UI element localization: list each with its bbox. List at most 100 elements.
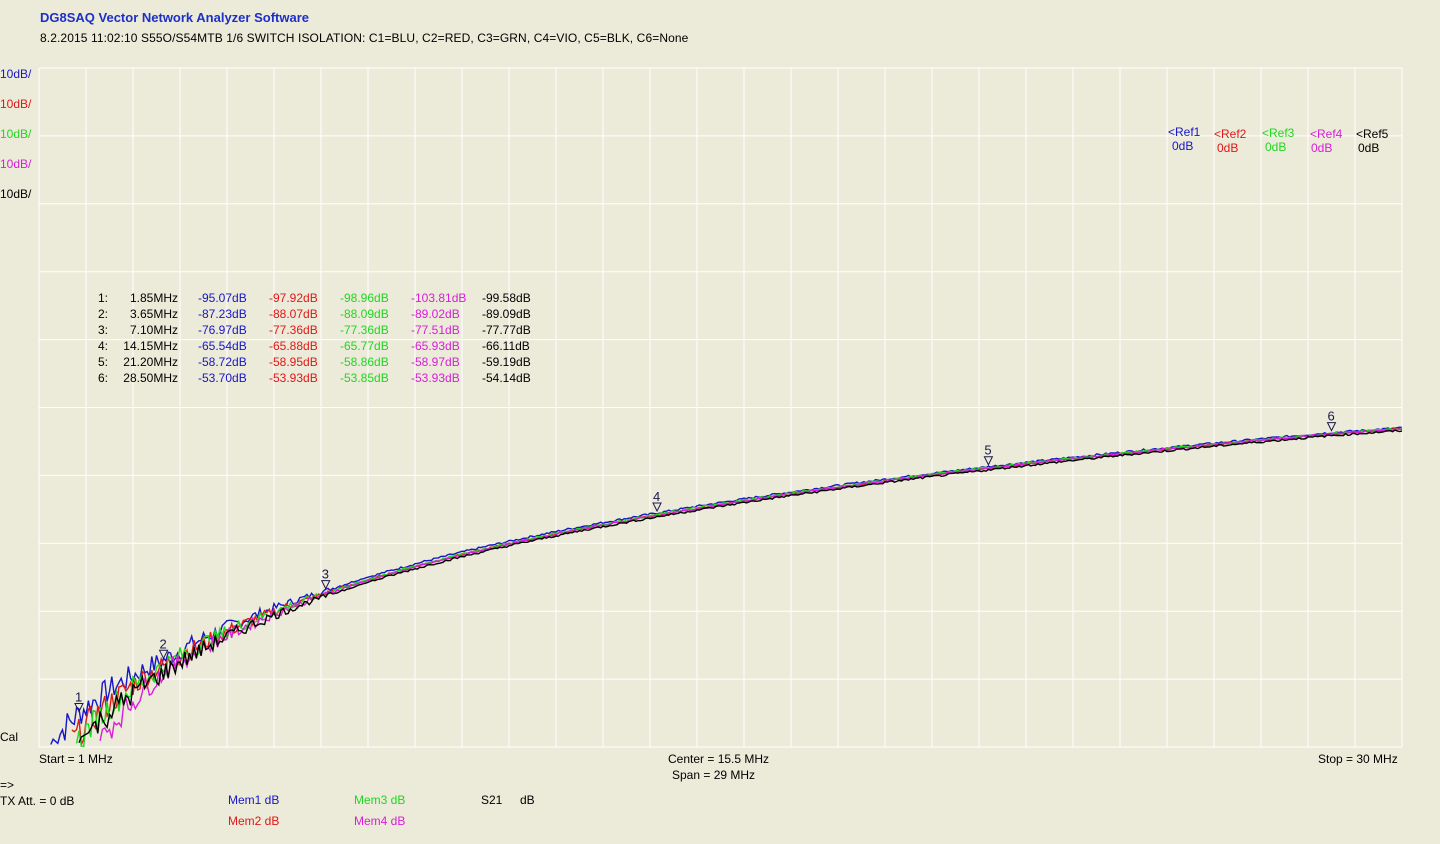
scale-label-c2: 10dB/ [0,97,32,111]
marker-value-c3: -77.36dB [340,323,389,337]
trace-c3 [75,427,1403,748]
marker-value-c3: -53.85dB [340,371,389,385]
marker-value-c2: -77.36dB [269,323,318,337]
marker-4-triangle [652,502,662,513]
marker-value-c3: -98.96dB [340,291,389,305]
marker-row-6: 6: 28.50MHz -53.70dB -53.93dB -53.85dB -53.93… [98,370,553,386]
chart-markers: 1 2 3 4 5 6 [74,409,1337,713]
marker-table: 1: 1.85MHz -95.07dB -97.92dB -98.96dB -103.81… [98,290,553,386]
stop-freq-label: Stop = 30 MHz [1318,752,1398,766]
marker-id: 1: [98,291,109,305]
marker-1-triangle [74,703,84,713]
cal-label: Cal [0,730,19,744]
trace-c2 [71,427,1403,748]
marker-value-c5: -77.77dB [482,323,531,337]
scale-label-c4: 10dB/ [0,157,32,171]
marker-value-c4: -103.81dB [411,291,467,305]
marker-2-label: 2 [160,636,167,651]
ref3-value: 0dB [1265,140,1287,154]
chart-traces [50,426,1403,748]
marker-3-triangle [320,580,331,590]
ref5-value: 0dB [1358,141,1380,155]
marker-value-c1: -76.97dB [198,323,247,337]
chart-grid [38,67,1403,748]
center-freq-label: Center = 15.5 MHz [668,752,770,766]
marker-3-label: 3 [322,567,329,582]
s21-unit: dB [520,793,535,807]
marker-2-triangle [158,649,169,660]
marker-value-c4: -58.97dB [411,355,460,369]
mem4-label[interactable]: Mem4 dB [354,814,406,828]
marker-id: 2: [98,307,109,321]
marker-freq: 28.50MHz [123,371,178,385]
marker-value-c1: -95.07dB [198,291,247,305]
span-label: Span = 29 MHz [672,768,756,782]
mem2-label[interactable]: Mem2 dB [228,814,280,828]
ref1-value: 0dB [1172,139,1194,153]
start-freq-label: Start = 1 MHz [39,752,113,766]
ref3-label: <Ref3 0dB [1262,126,1294,154]
marker-value-c3: -88.09dB [340,307,389,321]
ref5-name: <Ref5 [1356,127,1389,141]
marker-value-c3: -65.77dB [340,339,389,353]
scale-label-c5: 10dB/ [0,187,32,201]
marker-value-c5: -89.09dB [482,307,531,321]
marker-freq: 14.15MHz [123,339,178,353]
mem1-label[interactable]: Mem1 dB [228,793,280,807]
marker-value-c5: -59.19dB [482,355,531,369]
marker-value-c2: -97.92dB [269,291,318,305]
prompt-arrow: => [0,778,15,792]
scale-label-c1: 10dB/ [0,67,32,81]
measurement-subtitle: 8.2.2015 11:02:10 S55O/S54MTB 1/6 SWITCH… [40,31,689,45]
ref3-name: <Ref3 [1262,126,1295,140]
ref4-value: 0dB [1311,141,1333,155]
marker-value-c2: -58.95dB [269,355,318,369]
marker-row-1: 1: 1.85MHz -95.07dB -97.92dB -98.96dB -103.81… [98,290,553,306]
marker-value-c5: -66.11dB [482,339,530,353]
marker-value-c1: -53.70dB [198,371,247,385]
marker-6-label: 6 [1328,409,1335,424]
tx-attenuation[interactable]: TX Att. = 0 dB [0,794,75,808]
marker-value-c1: -65.54dB [198,339,247,353]
marker-5-label: 5 [984,443,991,458]
marker-6-triangle [1326,422,1337,432]
marker-4-label: 4 [653,489,660,504]
marker-5-triangle [983,456,994,466]
marker-freq: 21.20MHz [123,355,178,369]
marker-1-label: 1 [75,690,82,705]
ref2-value: 0dB [1217,141,1239,155]
ref5-label: <Ref5 0dB [1356,127,1388,155]
marker-value-c4: -77.51dB [411,323,460,337]
marker-value-c2: -53.93dB [269,371,318,385]
marker-value-c2: -65.88dB [269,339,318,353]
ref1-name: <Ref1 [1168,125,1201,139]
marker-row-3: 3: 7.10MHz -76.97dB -77.36dB -77.36dB -77.51d… [98,322,553,338]
marker-freq: 1.85MHz [129,291,178,305]
ref2-label: <Ref2 0dB [1214,127,1246,155]
app-title: DG8SAQ Vector Network Analyzer Software [40,10,309,25]
marker-value-c4: -53.93dB [411,371,460,385]
ref4-label: <Ref4 0dB [1310,127,1342,155]
ref1-label: <Ref1 0dB [1168,125,1200,153]
marker-id: 4: [98,339,109,353]
marker-value-c5: -99.58dB [482,291,531,305]
marker-row-2: 2: 3.65MHz -87.23dB -88.07dB -88.09dB -89.02d… [98,306,553,322]
scale-label-c3: 10dB/ [0,127,32,141]
trace-c1 [50,426,1403,745]
marker-value-c4: -89.02dB [411,307,460,321]
marker-value-c5: -54.14dB [482,371,531,385]
marker-id: 3: [98,323,109,337]
marker-value-c3: -58.86dB [340,355,389,369]
ref4-name: <Ref4 [1310,127,1343,141]
marker-value-c1: -87.23dB [198,307,247,321]
marker-id: 5: [98,355,109,369]
marker-value-c2: -88.07dB [269,307,318,321]
marker-value-c4: -65.93dB [411,339,460,353]
marker-row-5: 5: 21.20MHz -58.72dB -58.95dB -58.86dB -58.97… [98,354,553,370]
trace-c5 [78,429,1403,743]
s21-label[interactable]: S21 [481,793,503,807]
marker-value-c1: -58.72dB [198,355,247,369]
mem3-label[interactable]: Mem3 dB [354,793,406,807]
marker-freq: 3.65MHz [129,307,178,321]
